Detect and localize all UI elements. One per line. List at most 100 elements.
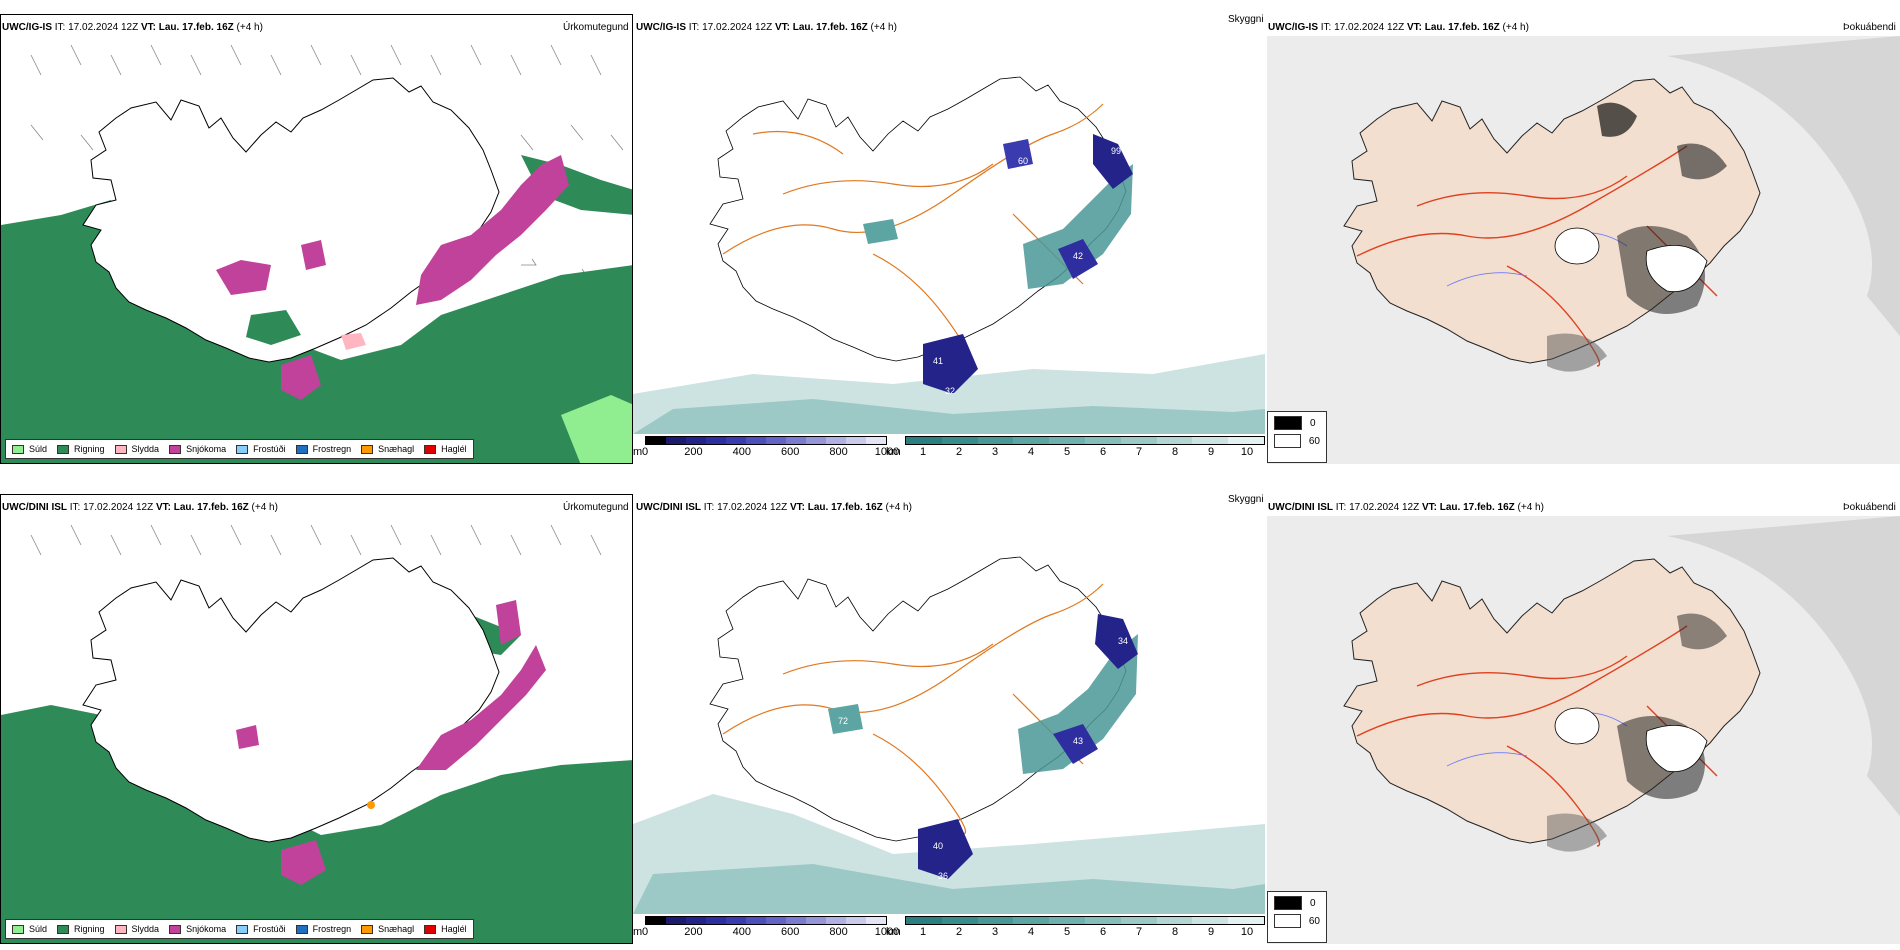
title-precip-1: Úrkomutegund bbox=[563, 22, 629, 33]
vis-label: 42 bbox=[1073, 251, 1083, 261]
height-ticks: 0 200 400 600 800 1000 bbox=[642, 926, 899, 940]
legend-swatch bbox=[236, 444, 249, 454]
colorbar-tick: 4 bbox=[1027, 446, 1035, 458]
header-precip-1: UWC/IG-IS IT: 17.02.2024 12Z VT: Lau. 17… bbox=[2, 22, 263, 33]
fog-map-1 bbox=[1267, 36, 1900, 464]
colorbar-tick: 2 bbox=[955, 446, 963, 458]
colorbar-step bbox=[646, 437, 666, 444]
legend-swatch bbox=[114, 924, 127, 934]
legend-label: Haglél bbox=[441, 444, 467, 454]
fog-key-swatch bbox=[1274, 416, 1302, 430]
lead-time: (+4 h) bbox=[248, 502, 278, 513]
colorbar-tick: 600 bbox=[781, 926, 800, 938]
vt-label: VT: bbox=[789, 502, 808, 513]
legend-label: Slydda bbox=[131, 444, 160, 454]
legend-label: Frostúði bbox=[253, 444, 286, 454]
legend-item: Frostregn bbox=[295, 444, 351, 454]
visibility-map-2: 61 34 43 40 36 72 203 bbox=[633, 556, 1265, 914]
fog-map-2 bbox=[1267, 516, 1900, 944]
colorbar-tick: 6 bbox=[1099, 926, 1107, 938]
colorbar-step bbox=[1120, 917, 1157, 924]
title-fog-1: Þokuábendi bbox=[1843, 22, 1896, 33]
legend-item: Snæhagl bbox=[361, 444, 414, 454]
title-vis-2: Skyggni bbox=[1228, 494, 1264, 505]
model-name: UWC/DINI ISL bbox=[1268, 502, 1333, 513]
vis-label: 60 bbox=[1018, 156, 1028, 166]
colorbar-step bbox=[846, 917, 866, 924]
lead-time: (+4 h) bbox=[1499, 22, 1529, 33]
colorbar-step bbox=[1228, 437, 1264, 444]
title-fog-2: Þokuábendi bbox=[1843, 502, 1896, 513]
colorbar-step bbox=[906, 437, 942, 444]
valid-time: Lau. 17.feb. 16Z bbox=[792, 22, 868, 33]
fog-key-1: 0 60 bbox=[1267, 411, 1327, 463]
fog-key-swatch bbox=[1274, 896, 1302, 910]
init-time: IT: 17.02.2024 12Z bbox=[67, 502, 156, 513]
legend-item: Haglél bbox=[424, 924, 467, 934]
legend-item: Haglél bbox=[424, 444, 467, 454]
colorbar-step bbox=[766, 437, 786, 444]
valid-time: Lau. 17.feb. 16Z bbox=[158, 22, 234, 33]
colorbar-step bbox=[846, 437, 866, 444]
colorbar-tick: 200 bbox=[684, 446, 703, 458]
valid-time: Lau. 17.feb. 16Z bbox=[1424, 22, 1500, 33]
vis-label: 203 bbox=[1033, 626, 1048, 636]
legend-label: Snæhagl bbox=[378, 444, 415, 454]
colorbar-step bbox=[706, 437, 726, 444]
fog-key-swatch bbox=[1274, 914, 1301, 928]
precip-legend-2: Súld Rigning Slydda Snjókoma Frostúði Frostre… bbox=[5, 919, 474, 939]
colorbar-step bbox=[1049, 437, 1085, 444]
title-vis-1: Skyggni bbox=[1228, 14, 1264, 25]
legend-item: Slydda bbox=[114, 444, 160, 454]
legend-item: Slydda bbox=[114, 924, 159, 934]
colorbar-step bbox=[806, 437, 826, 444]
colorbar-step bbox=[746, 437, 766, 444]
vis-label: 36 bbox=[938, 871, 948, 881]
fog-key-label: 60 bbox=[1308, 435, 1320, 447]
colorbar-step bbox=[1084, 917, 1121, 924]
colorbar-tick: 7 bbox=[1135, 926, 1143, 938]
lead-time: (+4 h) bbox=[867, 22, 897, 33]
colorbar-step bbox=[866, 437, 886, 444]
legend-item: Frostúði bbox=[236, 444, 286, 454]
legend-swatch bbox=[236, 924, 249, 934]
colorbar-step bbox=[1084, 437, 1121, 444]
model-name: UWC/IG-IS bbox=[2, 22, 52, 33]
legend-swatch bbox=[361, 924, 374, 934]
lead-time: (+4 h) bbox=[233, 22, 263, 33]
legend-swatch bbox=[424, 444, 437, 454]
vis-ticks: 1 2 3 4 5 6 7 8 9 10 bbox=[905, 446, 1265, 460]
vis-label: 61 bbox=[1121, 596, 1131, 606]
colorbar-tick: 1000 bbox=[874, 446, 900, 458]
valid-time: Lau. 17.feb. 16Z bbox=[173, 502, 249, 513]
colorbar-tick: 6 bbox=[1099, 446, 1107, 458]
init-time: IT: 17.02.2024 12Z bbox=[701, 502, 790, 513]
vis-label: 41 bbox=[933, 356, 943, 366]
header-vis-1: UWC/IG-IS IT: 17.02.2024 12Z VT: Lau. 17… bbox=[636, 22, 897, 33]
legend-swatch bbox=[295, 924, 308, 934]
model-name: UWC/IG-IS bbox=[636, 22, 686, 33]
colorbar-tick: 9 bbox=[1207, 926, 1215, 938]
vis-label: 34 bbox=[1118, 636, 1128, 646]
legend-swatch bbox=[57, 444, 70, 454]
fog-key-2: 0 60 bbox=[1267, 891, 1327, 943]
height-colorbar-2 bbox=[645, 916, 887, 925]
height-ticks: 0 200 400 600 800 1000 bbox=[642, 446, 899, 460]
legend-label: Rigning bbox=[74, 924, 105, 934]
legend-swatch bbox=[12, 444, 24, 454]
visibility-map-1: 99 97 42 41 32 22 60 bbox=[633, 76, 1265, 434]
legend-label: Súld bbox=[29, 444, 48, 454]
colorbar-step bbox=[646, 917, 666, 924]
vt-label: VT: bbox=[774, 22, 793, 33]
legend-item: Frostúði bbox=[236, 924, 286, 934]
colorbar-tick: 800 bbox=[829, 446, 848, 458]
legend-label: Rigning bbox=[74, 444, 105, 454]
fog-key-swatch bbox=[1274, 434, 1301, 448]
visibility-panel-2: 61 34 43 40 36 72 203 m km 0 200 400 600 800… bbox=[633, 494, 1265, 944]
init-time: IT: 17.02.2024 12Z bbox=[52, 22, 141, 33]
colorbar-tick: 3 bbox=[991, 926, 999, 938]
vt-label: VT: bbox=[140, 22, 159, 33]
init-time: IT: 17.02.2024 12Z bbox=[1318, 22, 1407, 33]
colorbar-tick: 8 bbox=[1171, 446, 1179, 458]
fog-panel-1: 0 60 bbox=[1267, 36, 1900, 464]
